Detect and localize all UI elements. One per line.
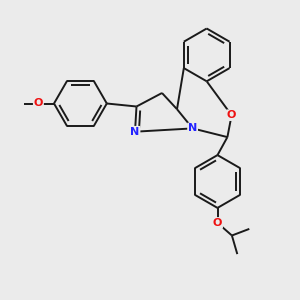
Text: O: O xyxy=(213,218,222,228)
Text: N: N xyxy=(188,123,197,134)
Text: N: N xyxy=(130,127,140,137)
Text: O: O xyxy=(34,98,43,109)
Text: O: O xyxy=(227,110,236,120)
